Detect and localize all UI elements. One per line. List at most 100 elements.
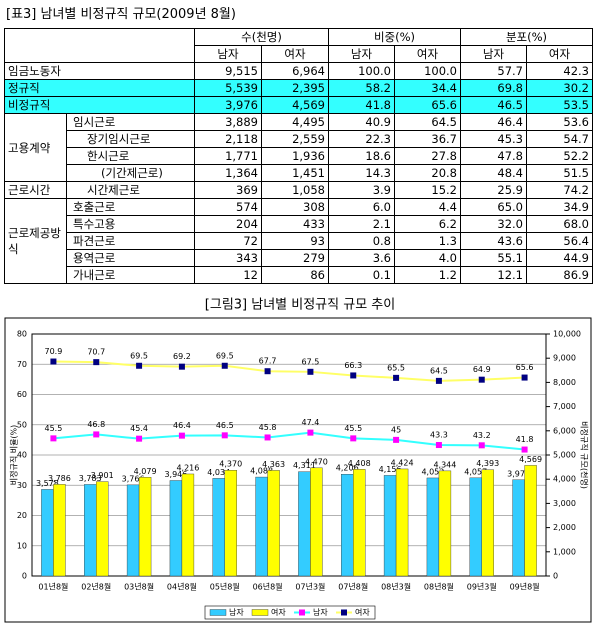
cell: 51.5 <box>526 164 593 182</box>
cell: 47.8 <box>460 147 527 165</box>
row-label: 호출근로 <box>66 198 195 216</box>
cell: 433 <box>261 215 329 233</box>
sub-header: 남자 <box>328 45 395 63</box>
cell: 100.0 <box>328 62 395 80</box>
bar-value-label: 3,783 <box>79 474 102 483</box>
chart-title: [그림3] 남녀별 비정규직 규모 추이 <box>205 298 395 313</box>
bar-value-label: 4,344 <box>433 460 456 469</box>
group-header: 분포(%) <box>460 28 593 46</box>
bar-value-label: 3,578 <box>36 479 59 488</box>
cell: 0.8 <box>328 232 395 250</box>
cell: 72 <box>194 232 262 250</box>
cell: 65.0 <box>460 198 527 216</box>
cell: 53.5 <box>526 96 593 114</box>
cell: 25.9 <box>460 181 527 199</box>
line-value-label: 46.4 <box>173 421 191 430</box>
cell: 9,515 <box>194 62 262 80</box>
group-header: 수(천명) <box>194 28 329 46</box>
cell: 46.4 <box>460 113 527 131</box>
cell: 1.2 <box>394 266 461 284</box>
row-label: 임금노동자 <box>4 62 195 80</box>
sub-header: 남자 <box>460 45 527 63</box>
bar-value-label: 4,311 <box>293 461 316 470</box>
bar <box>138 477 152 577</box>
bar <box>438 470 452 577</box>
line-value-label: 46.8 <box>87 420 105 429</box>
cell: 41.8 <box>328 96 395 114</box>
line-value-label: 43.3 <box>430 431 448 440</box>
cell: 1,451 <box>261 164 329 182</box>
bar-value-label: 3,946 <box>164 470 187 479</box>
bar <box>224 470 237 577</box>
cell: 2,118 <box>194 130 262 148</box>
legend-box <box>204 605 376 620</box>
x-tick-label: 03년8월 <box>124 582 154 592</box>
cell: 308 <box>261 198 329 216</box>
bar <box>310 467 323 577</box>
line-marker <box>221 362 228 369</box>
y-axis-label: 비정규직 비율(%) <box>9 425 19 486</box>
bar-value-label: 3,976 <box>507 469 530 478</box>
cell: 64.5 <box>394 113 461 131</box>
line-value-label: 70.7 <box>87 348 105 357</box>
line-marker <box>393 436 400 443</box>
bar <box>524 465 537 577</box>
sub-header: 남자 <box>194 45 262 63</box>
x-tick-label: 02년8월 <box>81 582 111 592</box>
row-label: 특수고용 <box>66 215 195 233</box>
bar-value-label: 4,470 <box>305 457 328 466</box>
cell: 4,495 <box>261 113 329 131</box>
cell: 4.4 <box>394 198 461 216</box>
line-marker <box>350 435 357 442</box>
y-tick-label: 40 <box>17 451 27 460</box>
line <box>53 431 525 451</box>
bar-value-label: 4,206 <box>336 464 359 473</box>
line-value-label: 43.2 <box>473 431 491 440</box>
bar <box>41 489 54 577</box>
y2-axis-label: 비정규직 규모(천명) <box>580 421 590 489</box>
line-value-label: 45.8 <box>259 423 277 432</box>
cell: 12.1 <box>460 266 527 284</box>
bar <box>426 477 440 577</box>
y-tick-label: 0 <box>22 572 27 581</box>
legend-swatch <box>209 609 227 616</box>
y2-tick-label: 9,000 <box>553 354 576 363</box>
y2-tick-label: 3,000 <box>553 499 576 508</box>
x-tick-label: 05년8월 <box>210 582 240 592</box>
legend-marker <box>299 609 305 616</box>
y2-tick-label: 6,000 <box>553 426 576 435</box>
cell: 56.4 <box>526 232 593 250</box>
table-row: 남자 여자 남자 여자 남자 여자 <box>5 45 593 63</box>
line-value-label: 41.8 <box>516 435 534 444</box>
y2-tick-label: 10,000 <box>553 330 581 339</box>
bar <box>169 480 183 577</box>
cell: 343 <box>194 249 262 267</box>
row-label: 장기임시근로 <box>66 130 195 148</box>
cell: 55.1 <box>460 249 527 267</box>
line-value-label: 65.5 <box>387 363 405 372</box>
line-value-label: 46.5 <box>216 421 234 430</box>
cell: 27.8 <box>394 147 461 165</box>
line-marker <box>50 358 57 365</box>
cell: 5,539 <box>194 79 262 97</box>
cell: 45.3 <box>460 130 527 148</box>
cell: 58.2 <box>328 79 395 97</box>
chart-frame <box>4 317 592 623</box>
x-tick-label: 06년8월 <box>253 582 283 592</box>
x-tick-label: 08년8월 <box>424 582 454 592</box>
legend-label: 남자 <box>313 608 328 617</box>
line-value-label: 69.2 <box>173 352 191 361</box>
cell: 2,395 <box>261 79 329 97</box>
line-marker <box>93 431 100 438</box>
row-label: 용역근로 <box>66 249 195 267</box>
bar-value-label: 3,786 <box>48 474 71 483</box>
cell: 40.9 <box>328 113 395 131</box>
cell: 4.0 <box>394 249 461 267</box>
y2-tick-label: 0 <box>553 572 558 581</box>
legend-marker <box>341 609 347 616</box>
cell: 0.1 <box>328 266 395 284</box>
plot-area <box>31 333 547 577</box>
bar <box>96 481 109 577</box>
cell: 43.6 <box>460 232 527 250</box>
